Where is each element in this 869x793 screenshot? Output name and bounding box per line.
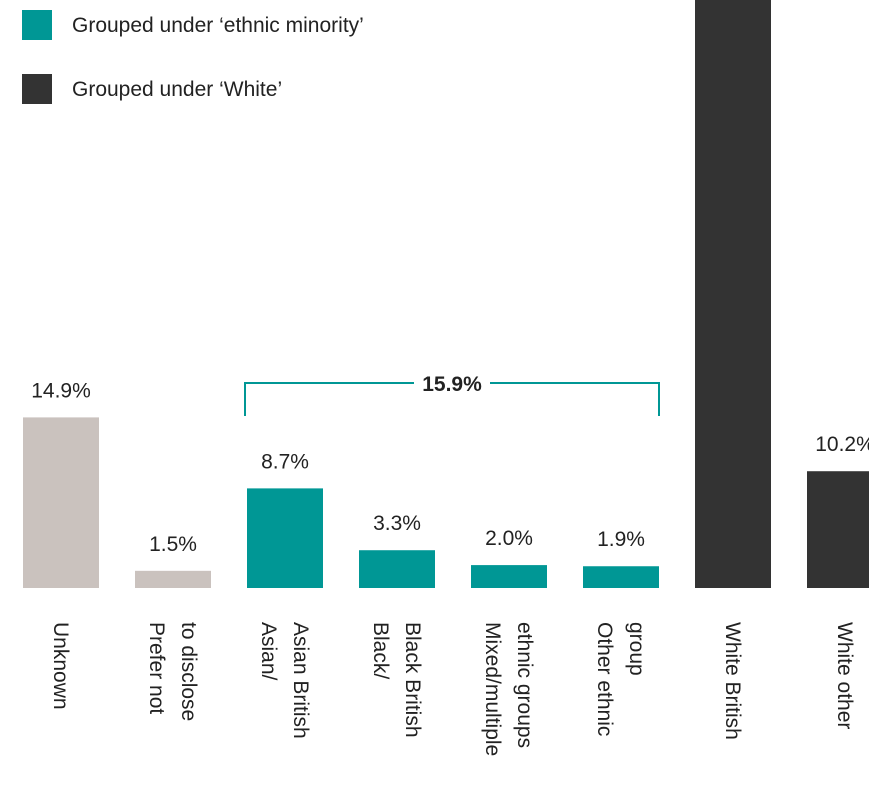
- value-label-4: 2.0%: [485, 527, 533, 550]
- category-labels: Unknown Prefer not to disclose Asian/Asian …: [49, 622, 856, 756]
- bar-7: [807, 471, 869, 588]
- category-label-0-line-0: Unknown: [49, 622, 72, 710]
- category-label-3-line-1: Black British: [401, 622, 424, 738]
- bar-4: [471, 565, 547, 588]
- bar-1: [135, 570, 211, 588]
- bar-2: [247, 488, 323, 588]
- category-label-7: White other: [833, 622, 856, 729]
- value-label-0: 14.9%: [31, 379, 91, 402]
- category-label-5-line-1: group: [625, 622, 648, 676]
- category-label-1-line-1: to disclose: [177, 622, 200, 721]
- category-label-6-line-0: White British: [721, 622, 744, 740]
- category-label-4-line-1: ethnic groups: [513, 622, 536, 748]
- category-label-1: Prefer not to disclose: [145, 622, 200, 721]
- bar-6: [695, 0, 771, 588]
- value-label-5: 1.9%: [597, 528, 645, 551]
- legend-label-white: Grouped under ‘White’: [72, 78, 282, 101]
- bracket-line-right: [490, 382, 660, 416]
- value-label-2: 8.7%: [261, 450, 309, 473]
- category-label-2-line-0: Asian/: [257, 622, 280, 681]
- category-label-3-line-0: Black/: [369, 622, 392, 679]
- legend-swatch-white: [22, 74, 52, 104]
- legend-swatch-ethnic: [22, 10, 52, 40]
- category-label-4-line-0: Mixed/multiple: [481, 622, 504, 756]
- ethnic-minority-bracket: 15.9%: [244, 373, 660, 416]
- category-label-2-line-1: Asian British: [289, 622, 312, 739]
- category-label-6: White British: [721, 622, 744, 740]
- category-label-7-line-0: White other: [833, 622, 856, 729]
- bars: [23, 0, 869, 588]
- category-label-5: Other ethnic group: [593, 622, 648, 736]
- bracket-line-left: [244, 382, 414, 416]
- bar-5: [583, 566, 659, 588]
- category-label-3: Black/Black British: [369, 622, 424, 738]
- category-label-4: Mixed/multiple ethnic groups: [481, 622, 536, 756]
- legend-label-ethnic: Grouped under ‘ethnic minority’: [72, 14, 364, 37]
- value-label-1: 1.5%: [149, 533, 197, 556]
- value-label-3: 3.3%: [373, 512, 421, 535]
- bar-3: [359, 550, 435, 588]
- value-label-7: 10.2%: [815, 433, 869, 456]
- category-label-2: Asian/Asian British: [257, 622, 312, 739]
- category-label-5-line-0: Other ethnic: [593, 622, 616, 736]
- category-label-0: Unknown: [49, 622, 72, 710]
- value-labels: 14.9% 1.5% 8.7% 3.3% 2.0% 1.9% 10.2%: [31, 379, 869, 555]
- bar-0: [23, 417, 99, 588]
- bracket-label: 15.9%: [422, 373, 482, 396]
- legend: Grouped under ‘ethnic minority’ Grouped u…: [22, 10, 364, 104]
- category-label-1-line-0: Prefer not: [145, 622, 168, 714]
